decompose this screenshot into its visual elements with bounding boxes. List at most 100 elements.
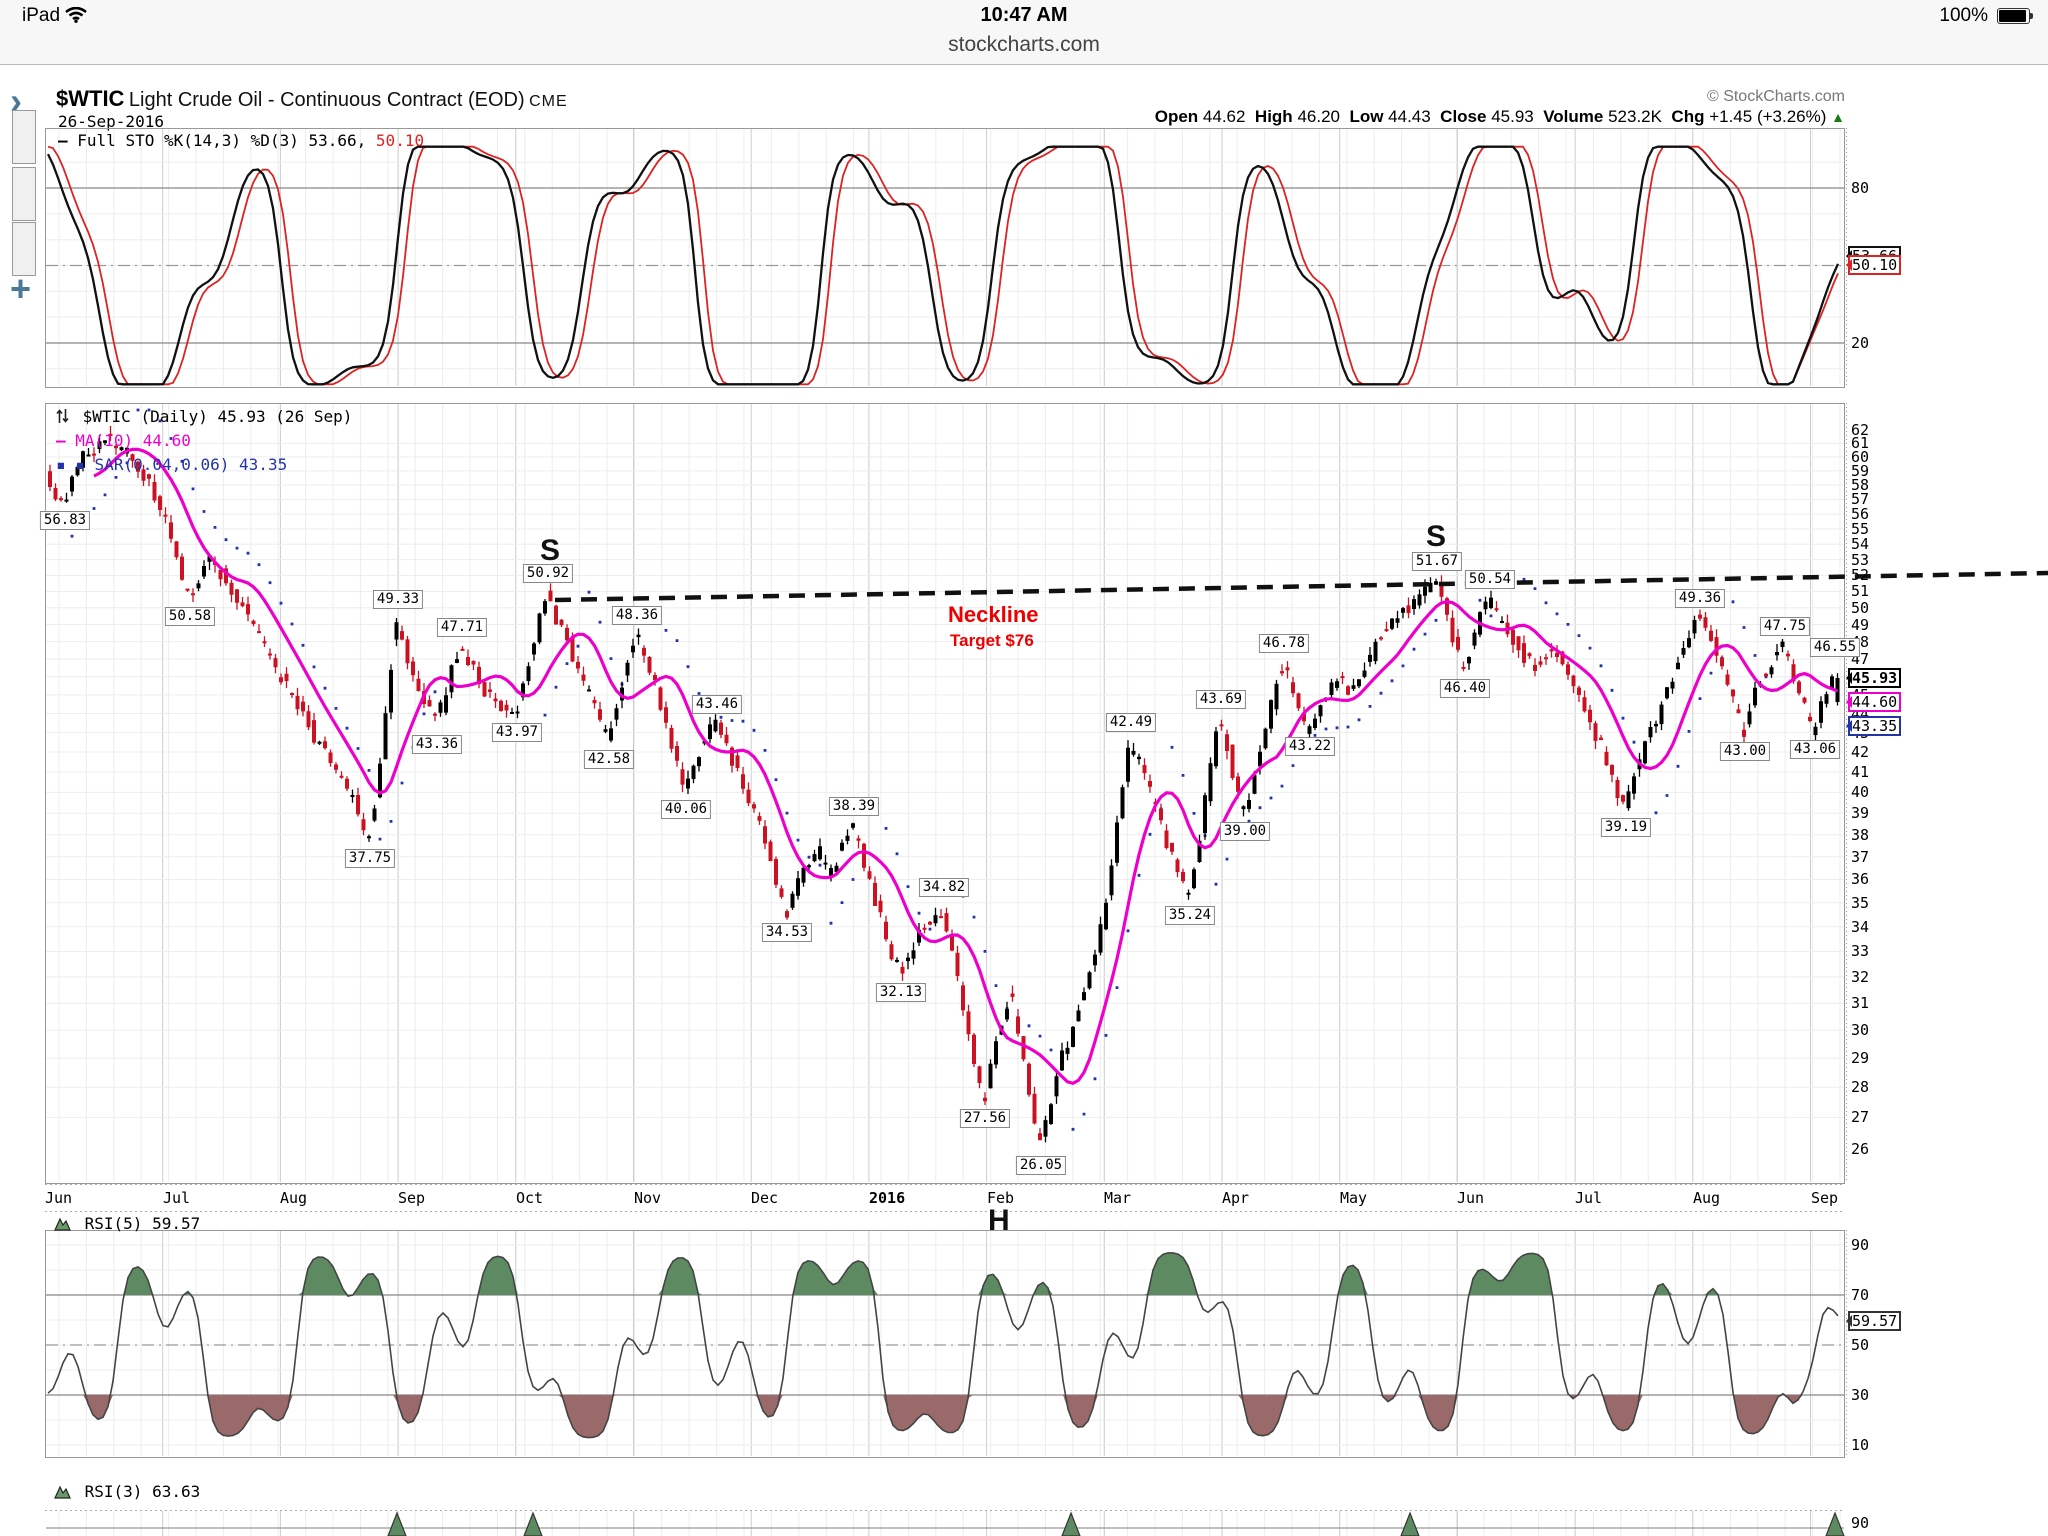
sidebar-panel-button-3[interactable] (12, 222, 36, 276)
price-point-label: 43.36 (411, 735, 463, 754)
price-axis-label: 32 (1851, 968, 1870, 986)
price-point-label: 27.56 (959, 1109, 1011, 1128)
open-label: Open (1154, 107, 1199, 126)
price-axis-label: 62 (1851, 421, 1870, 439)
rsi3-legend: RSI(3) 63.63 (54, 1482, 200, 1501)
price-axis-label: 29 (1851, 1049, 1870, 1067)
x-axis-month-label: 2016 (869, 1189, 906, 1207)
volume-value: 523.2K (1608, 107, 1662, 126)
price-point-label: 49.33 (372, 590, 424, 609)
neckline-label: Neckline (948, 602, 1039, 627)
price-point-label: 35.24 (1164, 906, 1216, 925)
price-point-label: 49.36 (1674, 589, 1726, 608)
ma-label: MA(10) 44.60 (75, 431, 191, 450)
rsi-area-icon (54, 1485, 71, 1499)
price-point-label: 40.06 (660, 800, 712, 819)
rsi-axis-label: 30 (1851, 1386, 1870, 1404)
price-axis-label: 49 (1851, 616, 1870, 634)
price-point-label: 47.71 (436, 618, 488, 637)
rsi3-label: RSI(3) 63.63 (84, 1482, 201, 1501)
axis-value-tag: 59.57 (1845, 1311, 1902, 1331)
browser-toolbar: stockcharts.com (0, 30, 2048, 65)
x-axis-month-label: Mar (1104, 1189, 1132, 1207)
ma-line-swatch: — (56, 431, 66, 450)
price-point-label: 46.55 (1809, 638, 1861, 657)
sidebar-panel-button-2[interactable] (12, 167, 36, 221)
price-axis-label: 61 (1851, 434, 1870, 452)
x-axis-month-label: Apr (1222, 1189, 1250, 1207)
price-point-label: 42.49 (1105, 713, 1157, 732)
price-axis-label: 39 (1851, 804, 1870, 822)
price-point-label: 43.46 (691, 695, 743, 714)
sar-legend: ▪ ▪ SAR(0.04,0.06) 43.35 (56, 455, 287, 474)
x-axis-month-label: Sep (398, 1189, 426, 1207)
price-axis-label: 27 (1851, 1108, 1870, 1126)
change-value: +1.45 (+3.26%) (1709, 107, 1827, 126)
price-point-label: 47.75 (1759, 617, 1811, 636)
price-point-label: 43.22 (1284, 737, 1336, 756)
price-point-label: 51.67 (1411, 552, 1463, 571)
price-axis-label: 42 (1851, 743, 1870, 761)
price-point-label: 39.00 (1219, 822, 1271, 841)
status-bar: iPad 10:47 AM 100% (0, 0, 2048, 30)
chart-date: 26-Sep-2016 (58, 112, 164, 131)
left-shoulder-label: S (540, 534, 561, 567)
right-shoulder-label: S (1426, 520, 1447, 553)
price-point-label: 26.05 (1015, 1156, 1067, 1175)
price-axis-label: 60 (1851, 448, 1870, 466)
sto-d-value: 50.10 (375, 131, 425, 150)
x-axis-month-label: May (1340, 1189, 1368, 1207)
axis-value-tag: 45.93 (1845, 668, 1902, 688)
sar-dots-swatch: ▪ ▪ (56, 455, 85, 474)
rsi-axis-label: 70 (1851, 1286, 1870, 1304)
price-axis-label: 56 (1851, 505, 1870, 523)
price-point-label: 34.82 (918, 878, 970, 897)
price-point-label: 39.19 (1600, 818, 1652, 837)
price-point-label: 43.69 (1195, 690, 1247, 709)
price-axis-label: 59 (1851, 462, 1870, 480)
sto-axis-label: 80 (1851, 179, 1870, 197)
low-label: Low (1349, 107, 1384, 126)
x-axis-month-label: Jul (163, 1189, 191, 1207)
change-label: Chg (1671, 107, 1705, 126)
price-axis-label: 51 (1851, 582, 1870, 600)
clock: 10:47 AM (980, 4, 1068, 26)
battery-icon (1997, 8, 2033, 24)
price-point-label: 50.54 (1464, 570, 1516, 589)
axis-value-tag: 50.10 (1845, 255, 1902, 275)
price-point-label: 34.53 (761, 923, 813, 942)
close-label: Close (1440, 107, 1487, 126)
chart-style-icon (56, 409, 69, 423)
quote-bar: Open 44.62 High 46.20 Low 44.43 Close 45… (1155, 107, 1845, 127)
chart-header: $WTIC Light Crude Oil - Continuous Contr… (56, 86, 568, 112)
sto-label: Full STO %K(14,3) %D(3) (77, 131, 299, 150)
x-axis-month-label: Nov (634, 1189, 662, 1207)
main-title-row: $WTIC (Daily) 45.93 (26 Sep) (56, 407, 352, 426)
x-axis-month-label: Jul (1575, 1189, 1603, 1207)
price-axis-label: 26 (1851, 1140, 1870, 1158)
x-axis-month-label: Jun (1457, 1189, 1485, 1207)
axis-value-tag: 43.35 (1845, 716, 1902, 736)
volume-label: Volume (1543, 107, 1604, 126)
sar-label: SAR(0.04,0.06) 43.35 (94, 455, 288, 474)
high-label: High (1254, 107, 1293, 126)
sto-k-value: 53.66, (308, 131, 367, 150)
price-point-label: 42.58 (583, 750, 635, 769)
price-axis-label: 30 (1851, 1021, 1870, 1039)
close-value: 45.93 (1491, 107, 1534, 126)
rsi5-label: RSI(5) 59.57 (84, 1214, 201, 1233)
sidebar-panel-button-1[interactable] (12, 110, 36, 164)
rsi-axis-label: 10 (1851, 1436, 1870, 1454)
price-axis-label: 41 (1851, 763, 1870, 781)
page-title[interactable]: stockcharts.com (948, 33, 1100, 56)
price-axis-label: 50 (1851, 599, 1870, 617)
sidebar-add-button[interactable]: + (10, 268, 32, 309)
rsi-axis-label: 90 (1851, 1236, 1870, 1254)
x-axis-month-label: Jun (45, 1189, 73, 1207)
sto-legend: — Full STO %K(14,3) %D(3) 53.66, 50.10 (58, 131, 424, 150)
ma-legend: — MA(10) 44.60 (56, 431, 191, 450)
axis-value-tag: 44.60 (1845, 692, 1902, 712)
symbol-description: Light Crude Oil - Continuous Contract (E… (128, 89, 525, 111)
rsi-area-icon (54, 1217, 71, 1231)
main-title: $WTIC (Daily) 45.93 (26 Sep) (82, 407, 353, 426)
